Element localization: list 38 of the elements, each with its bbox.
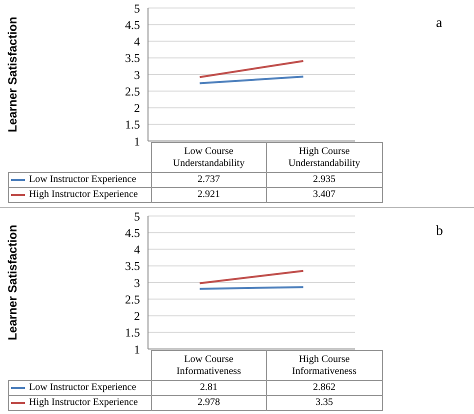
- y-tick-label: 2.5: [125, 84, 140, 98]
- y-tick-label: 1: [134, 342, 140, 356]
- legend-label: Low Instructor Experience: [8, 380, 151, 396]
- y-tick-label: 4: [134, 242, 140, 257]
- legend-label: Low Instructor Experience: [8, 172, 151, 188]
- y-tick-label: 3: [134, 68, 140, 82]
- data-label: 2.978: [151, 396, 266, 410]
- y-tick-label: 2.5: [125, 292, 140, 306]
- y-tick-label: 1.5: [125, 326, 140, 340]
- x-tick-label: High Course Understandability: [266, 142, 382, 172]
- x-tick-label: Low Course Informativeness: [151, 350, 266, 380]
- y-tick-label: 1: [134, 134, 140, 148]
- y-axis-title: Learner Satisfaction: [5, 16, 20, 132]
- data-label: 3.407: [266, 188, 382, 202]
- y-tick-label: 3: [134, 276, 140, 290]
- text: a: [436, 16, 442, 32]
- y-tick-label: 5: [134, 1, 140, 16]
- y-tick-label: 4.5: [125, 226, 140, 240]
- legend-label: High Instructor Experience: [8, 396, 151, 410]
- x-tick-label: High Course Informativeness: [266, 350, 382, 380]
- data-label: 2.935: [266, 172, 382, 188]
- data-label: 2.737: [151, 172, 266, 188]
- y-tick-label: 3.5: [125, 51, 140, 66]
- y-tick-label: 2: [134, 309, 140, 324]
- y-tick-label: 2: [134, 101, 140, 116]
- x-tick-label: Low Course Understandability: [151, 142, 266, 172]
- data-label: 3.35: [266, 396, 382, 410]
- y-tick-label: 1.5: [125, 118, 140, 132]
- y-tick-label: 3.5: [125, 259, 140, 274]
- y-tick-label: 4: [134, 34, 140, 49]
- y-tick-label: 4.5: [125, 18, 140, 32]
- data-label: 2.81: [151, 380, 266, 396]
- data-label: 2.862: [266, 380, 382, 396]
- text: b: [436, 224, 443, 240]
- y-tick-label: 5: [134, 209, 140, 224]
- y-axis-title: Learner Satisfaction: [5, 224, 20, 340]
- legend-label: High Instructor Experience: [8, 188, 151, 202]
- data-label: 2.921: [151, 188, 266, 202]
